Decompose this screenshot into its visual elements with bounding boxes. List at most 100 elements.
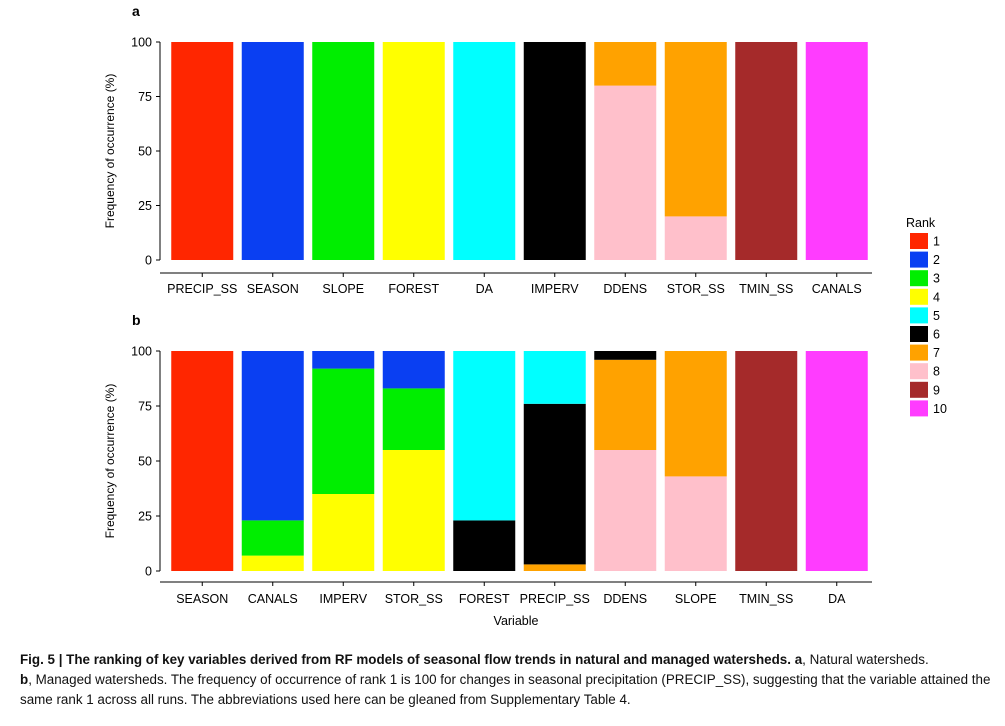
bar-segment-rank-2 (241, 42, 304, 260)
bar-segment-rank-10 (805, 351, 868, 571)
y-tick-label: 50 (138, 455, 152, 469)
y-axis-title: Frequency of occurrence (%) (103, 384, 117, 539)
x-tick-label: DDENS (603, 592, 647, 606)
x-tick-label: SLOPE (322, 282, 364, 296)
legend-label: 4 (933, 290, 940, 304)
x-tick-label: TMIN_SS (739, 282, 793, 296)
bar-segment-rank-7 (664, 42, 727, 217)
x-tick-label: PRECIP_SS (520, 592, 590, 606)
bar-segment-rank-6 (523, 403, 586, 565)
bar-segment-rank-5 (523, 351, 586, 404)
bar-segment-rank-7 (523, 564, 586, 571)
legend-label: 9 (933, 383, 940, 397)
caption-b-text: , Managed watersheds. The frequency of o… (20, 672, 991, 707)
y-tick-label: 0 (145, 254, 152, 268)
legend-label: 10 (933, 402, 947, 416)
x-tick-label: CANALS (248, 592, 298, 606)
bar-segment-rank-3 (312, 368, 375, 494)
bar-segment-rank-7 (594, 359, 657, 450)
bar-segment-rank-6 (594, 351, 657, 360)
legend-swatch (910, 233, 928, 249)
legend-label: 2 (933, 253, 940, 267)
y-axis-title: Frequency of occurrence (%) (103, 74, 117, 229)
legend-label: 5 (933, 309, 940, 323)
bar-segment-rank-2 (312, 351, 375, 369)
bar-segment-rank-4 (312, 494, 375, 571)
panel-b-chart: b 0 25 50 75 100 Frequency of occurrence (%) SE… (103, 312, 872, 628)
bar-segment-rank-1 (171, 42, 234, 260)
rank-legend: Rank 1 2 3 4 5 6 7 8 9 10 (906, 216, 947, 417)
legend-swatch (910, 400, 928, 417)
bar-segment-rank-4 (382, 42, 445, 260)
bar-segment-rank-2 (241, 351, 304, 521)
y-tick-label: 50 (138, 145, 152, 159)
legend-swatch (910, 251, 928, 268)
bar-segment-rank-8 (594, 450, 657, 571)
bar-segment-rank-5 (453, 42, 516, 260)
x-tick-label: SLOPE (675, 592, 717, 606)
bar-segment-rank-9 (735, 42, 798, 260)
legend-swatch (910, 307, 928, 324)
bar-segment-rank-7 (594, 42, 657, 86)
caption-a-text: , Natural watersheds. (802, 652, 929, 667)
panel-label: b (132, 312, 141, 328)
legend-label: 7 (933, 346, 940, 360)
legend-swatch (910, 363, 928, 380)
caption-title: The ranking of key variables derived fro… (66, 652, 791, 667)
x-tick-label: SEASON (247, 282, 299, 296)
legend-label: 3 (933, 272, 940, 286)
figure-caption: Fig. 5 | The ranking of key variables de… (20, 650, 998, 710)
legend-swatch (910, 326, 928, 342)
legend-title: Rank (906, 216, 936, 230)
x-tick-label: IMPERV (531, 282, 579, 296)
bar-segment-rank-1 (171, 351, 234, 571)
y-tick-label: 75 (138, 90, 152, 104)
caption-b-letter: b (20, 672, 29, 687)
bar-segment-rank-8 (664, 476, 727, 571)
x-tick-label: DDENS (603, 282, 647, 296)
x-tick-label: FOREST (459, 592, 510, 606)
bar-segment-rank-4 (382, 450, 445, 571)
y-tick-label: 25 (138, 199, 152, 213)
legend-swatch (910, 288, 928, 305)
bar-segment-rank-3 (382, 388, 445, 450)
bar-segment-rank-6 (453, 520, 516, 571)
legend-label: 1 (933, 235, 940, 249)
x-tick-label: PRECIP_SS (167, 282, 237, 296)
bar-segment-rank-9 (735, 351, 798, 571)
bar-segment-rank-8 (664, 216, 727, 260)
x-tick-label: SEASON (176, 592, 228, 606)
caption-a-letter: a (794, 652, 803, 667)
x-tick-label: STOR_SS (385, 592, 443, 606)
x-axis-title: Variable (494, 614, 539, 628)
bar-segment-rank-3 (241, 520, 304, 556)
legend-label: 8 (933, 365, 940, 379)
x-tick-label: DA (476, 282, 494, 296)
x-tick-label: CANALS (812, 282, 862, 296)
bar-segment-rank-8 (594, 85, 657, 260)
y-tick-label: 25 (138, 510, 152, 524)
x-tick-label: TMIN_SS (739, 592, 793, 606)
legend-swatch (910, 381, 928, 398)
bar-segment-rank-6 (523, 42, 586, 260)
bar-segment-rank-2 (382, 351, 445, 389)
x-tick-label: STOR_SS (667, 282, 725, 296)
panel-a-chart: a 0 25 50 75 100 Frequency of occurrence (%) PR… (103, 3, 872, 296)
legend-label: 6 (933, 328, 940, 342)
x-tick-label: DA (828, 592, 846, 606)
bar-segment-rank-5 (453, 351, 516, 521)
bar-segment-rank-3 (312, 42, 375, 260)
x-tick-label: FOREST (388, 282, 439, 296)
caption-figure-label: Fig. 5 | (20, 652, 63, 667)
panel-label: a (132, 3, 140, 19)
legend-swatch (910, 344, 928, 361)
y-tick-label: 0 (145, 565, 152, 579)
x-tick-label: IMPERV (319, 592, 367, 606)
bar-segment-rank-10 (805, 42, 868, 260)
y-tick-label: 100 (131, 36, 152, 50)
y-tick-label: 100 (131, 345, 152, 359)
legend-swatch (910, 270, 928, 287)
bar-segment-rank-4 (241, 555, 304, 571)
y-tick-label: 75 (138, 400, 152, 414)
